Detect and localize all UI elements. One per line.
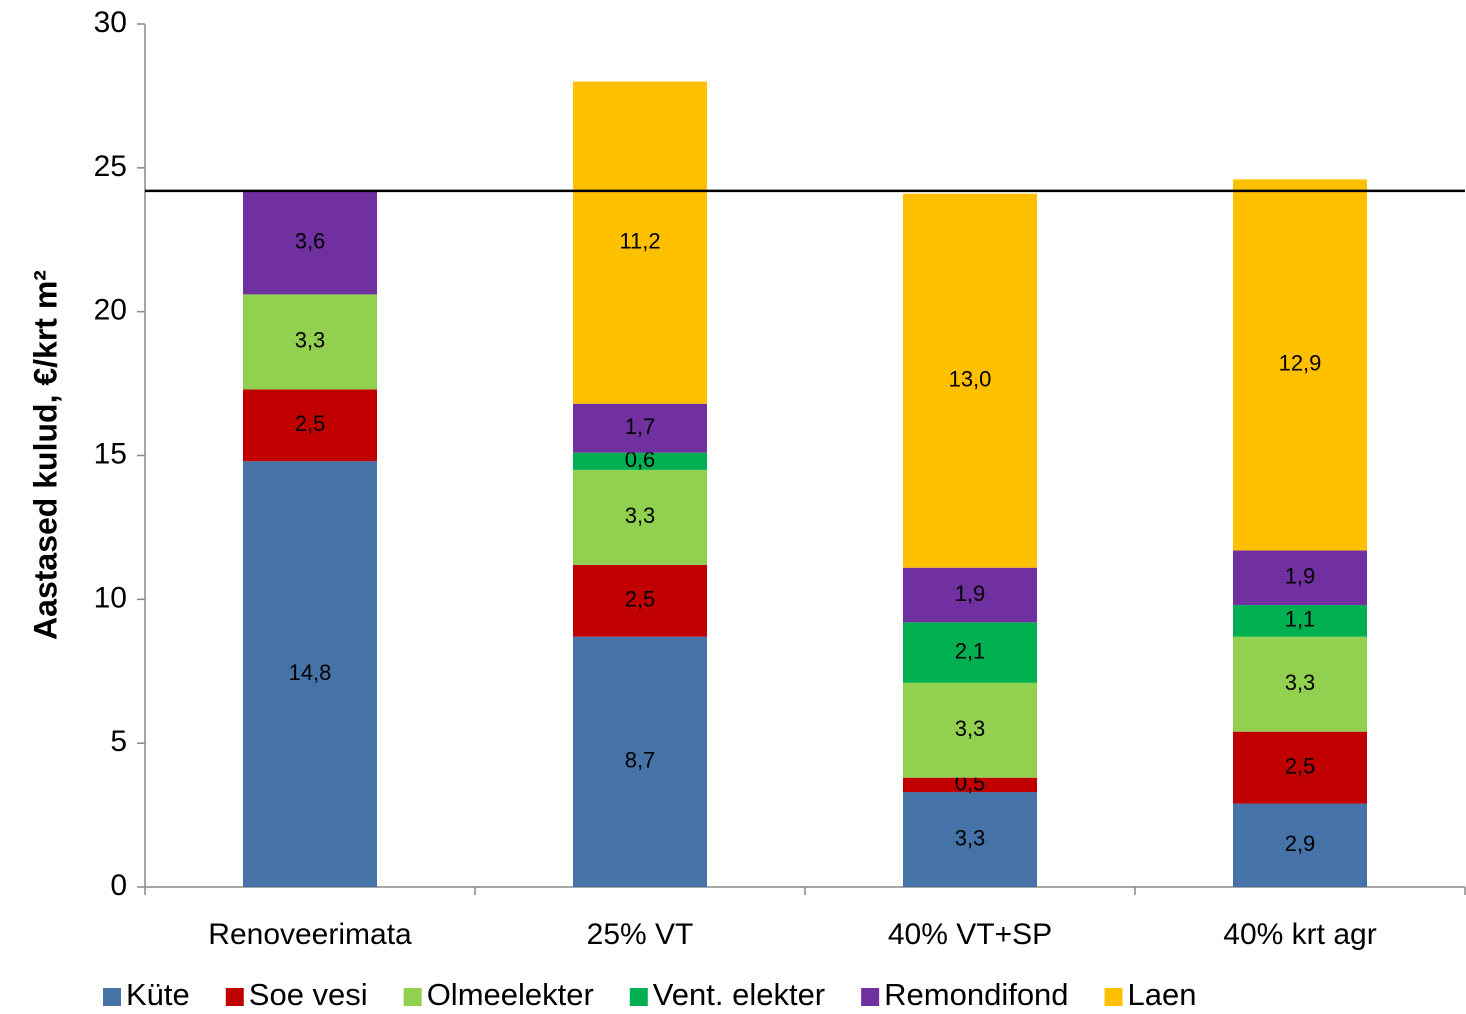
data-label: 2,9 [1285,831,1316,856]
data-label: 3,3 [625,503,656,528]
bar-segment [573,469,707,565]
data-label: 2,5 [625,587,656,612]
y-tick-label: 0 [110,869,127,902]
bar-segment [903,193,1037,568]
data-label: 12,9 [1279,351,1322,376]
bar-segment [903,567,1037,623]
legend-label: Remondifond [884,977,1068,1012]
bar-segment [573,403,707,453]
legend-swatch [629,988,648,1006]
data-label: 2,1 [955,638,986,663]
data-label: 3,3 [955,825,986,850]
bar-segment [243,190,377,295]
data-label: 3,3 [1285,670,1316,695]
data-label: 3,3 [955,716,986,741]
y-tick-label: 25 [94,150,127,183]
y-tick-label: 10 [94,581,127,614]
bar-segment [903,622,1037,683]
data-label: 1,1 [1285,607,1316,632]
y-tick-label: 30 [94,6,127,39]
data-label: 1,9 [1285,564,1316,589]
y-tick-label: 20 [94,294,127,327]
data-label: 3,3 [295,328,326,353]
legend-label: Vent. elekter [653,977,825,1012]
x-tick-label: 25% VT [587,918,694,951]
legend-label: Laen [1128,977,1197,1012]
bar-segment [573,81,707,404]
legend-swatch [861,988,880,1006]
data-label: 2,5 [1285,753,1316,778]
bar-segment [243,461,377,887]
data-label: 8,7 [625,748,656,773]
y-tick-label: 15 [94,437,127,470]
data-label: 11,2 [619,228,660,253]
bar-segment [243,389,377,462]
bar-segment [243,294,377,390]
bar-segment [903,682,1037,778]
data-label: 13,0 [949,367,992,392]
legend-swatch [225,988,244,1006]
data-label: 1,7 [625,414,656,439]
legend-swatch [403,988,422,1006]
bar-segment [1233,605,1367,637]
x-tick-label: 40% krt agr [1223,918,1376,951]
legend-swatch [1104,988,1123,1006]
y-axis-label: Aastased kulud, €/krt m² [27,270,63,640]
data-label: 14,8 [289,660,332,685]
bar-segment [1233,803,1367,887]
bar-segment [903,777,1037,793]
data-label: 2,5 [295,411,326,436]
bar-segment [1233,550,1367,606]
data-label: 1,9 [955,581,986,606]
legend-swatch [103,988,121,1006]
legend-label: Olmeelekter [427,977,594,1012]
x-tick-label: 40% VT+SP [888,918,1052,951]
legend-label: Küte [126,977,190,1012]
y-tick-label: 5 [110,725,127,758]
bar-segment [573,452,707,470]
bar-segment [1233,179,1367,551]
legend-label: Soe vesi [249,977,368,1012]
bar-segment [1233,731,1367,804]
data-label: 3,6 [295,228,326,253]
bar-segment [573,636,707,887]
x-tick-label: Renoveerimata [208,918,412,951]
bar-segment [573,564,707,637]
bar-segment [1233,636,1367,732]
bar-segment [903,792,1037,887]
